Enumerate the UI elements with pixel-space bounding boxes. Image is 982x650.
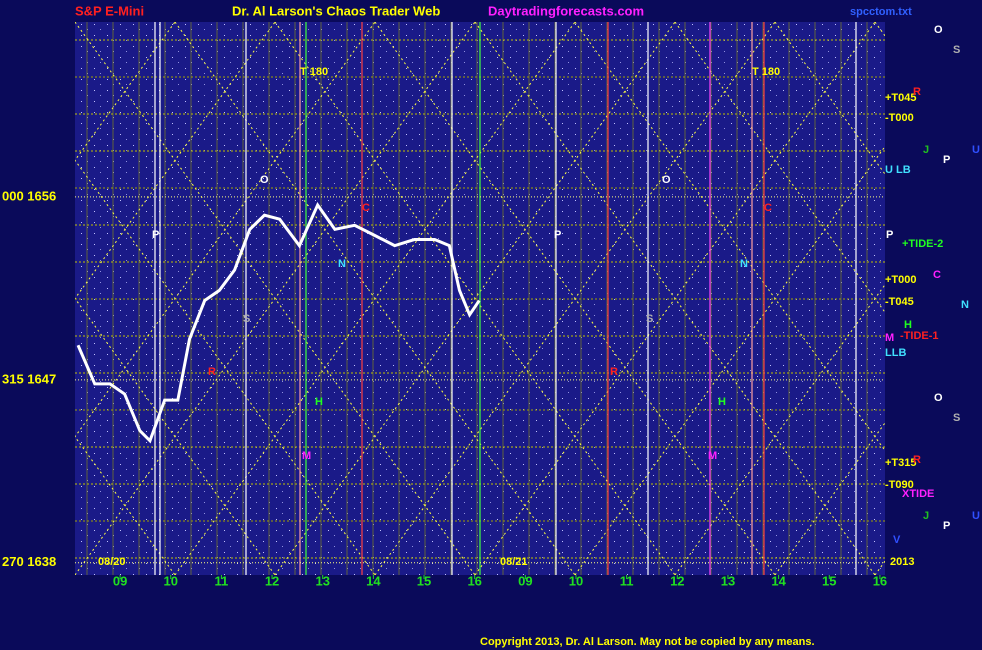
- annotation: T 180: [300, 66, 328, 78]
- annotation: +T000: [885, 274, 917, 286]
- annotation: M: [708, 450, 717, 462]
- gann-line: [374, 22, 776, 575]
- gann-line: [75, 22, 476, 575]
- decoration: [75, 22, 885, 575]
- x-tick-label: 15: [822, 573, 836, 588]
- annotation: C: [764, 202, 772, 214]
- annotation: +TIDE-2: [902, 238, 943, 250]
- y-tick-label: 270 1638: [2, 554, 56, 569]
- date-label: 08/21: [500, 556, 528, 568]
- date-label: 08/20: [98, 556, 126, 568]
- annotation: P: [554, 229, 561, 241]
- annotation: M: [885, 332, 894, 344]
- file-name: spcctom.txt: [850, 6, 912, 18]
- annotation: C: [933, 269, 941, 281]
- gann-line: [574, 145, 885, 575]
- annotation: H: [904, 319, 912, 331]
- annotation: M: [302, 450, 311, 462]
- site: Daytradingforecasts.com: [488, 3, 644, 18]
- annotation: H: [718, 396, 726, 408]
- date-label: 2013: [890, 556, 914, 568]
- marks: [75, 196, 885, 564]
- annotation: S: [646, 313, 653, 325]
- gann-line: [75, 22, 376, 438]
- annotation: +T315: [885, 457, 917, 469]
- annotation: P: [152, 229, 159, 241]
- annotation: U LB: [885, 164, 911, 176]
- annotation: U: [972, 144, 980, 156]
- annotation: R: [610, 366, 618, 378]
- copyright: Copyright 2013, Dr. Al Larson. May not b…: [480, 636, 815, 648]
- annotation: H: [315, 396, 323, 408]
- gann-line: [174, 22, 576, 575]
- annotations: +T045 R -T000 U LB J P U O S +TIDE-2 +T0…: [152, 24, 980, 546]
- x-tick-label: 09: [518, 573, 532, 588]
- annotation: P: [943, 154, 950, 166]
- annotation: -T090: [885, 479, 914, 491]
- x-tick-label: 13: [315, 573, 329, 588]
- annotation: +T045: [885, 92, 917, 104]
- annotation: V: [893, 534, 901, 546]
- annotation: O: [662, 174, 671, 186]
- annotation: XTIDE: [902, 488, 934, 500]
- x-tick-label: 12: [670, 573, 684, 588]
- annotation: S: [243, 313, 250, 325]
- annotation: R: [913, 454, 921, 466]
- symbol: S&P E-Mini: [75, 3, 144, 18]
- annotation: -T045: [885, 296, 914, 308]
- annotation: N: [740, 258, 748, 270]
- y-tick-label: 315 1647: [2, 371, 56, 386]
- gann-line: [274, 22, 676, 575]
- x-tick-label: 10: [569, 573, 583, 588]
- annotation: P: [943, 520, 950, 532]
- x-tick-label: 14: [771, 573, 786, 588]
- y-tick-label: 000 1656: [2, 188, 56, 203]
- chart-title: Dr. Al Larson's Chaos Trader Web: [232, 3, 440, 18]
- x-tick-label: 15: [417, 573, 431, 588]
- x-tick-label: 09: [113, 573, 127, 588]
- gann-line: [474, 22, 876, 575]
- gann-line: [674, 283, 885, 575]
- x-tick-label: 12: [265, 573, 279, 588]
- annotation: J: [923, 510, 929, 522]
- x-tick-label: 11: [620, 573, 634, 588]
- annotation: N: [338, 258, 346, 270]
- annotation: R: [913, 86, 921, 98]
- x-tick-label: 13: [721, 573, 735, 588]
- annotation: T 180: [752, 66, 780, 78]
- x-tick-label: 16: [467, 573, 481, 588]
- annotation: S: [953, 44, 960, 56]
- x-tick-label: 10: [164, 573, 178, 588]
- annotation: -TIDE-1: [900, 330, 939, 342]
- x-tick-label: 16: [873, 573, 887, 588]
- annotation: P: [886, 229, 893, 241]
- annotation: C: [362, 202, 370, 214]
- annotation: N: [961, 299, 969, 311]
- annotation: S: [953, 412, 960, 424]
- x-tick-label: 11: [215, 573, 229, 588]
- annotation: LLB: [885, 347, 906, 359]
- annotation: J: [923, 144, 929, 156]
- annotation: -T000: [885, 112, 914, 124]
- annotation: O: [260, 174, 269, 186]
- annotation: O: [934, 24, 943, 36]
- annotation: O: [934, 392, 943, 404]
- annotation: U: [972, 510, 980, 522]
- x-tick-label: 14: [366, 573, 381, 588]
- annotation: R: [208, 366, 216, 378]
- price-line: [76, 201, 481, 444]
